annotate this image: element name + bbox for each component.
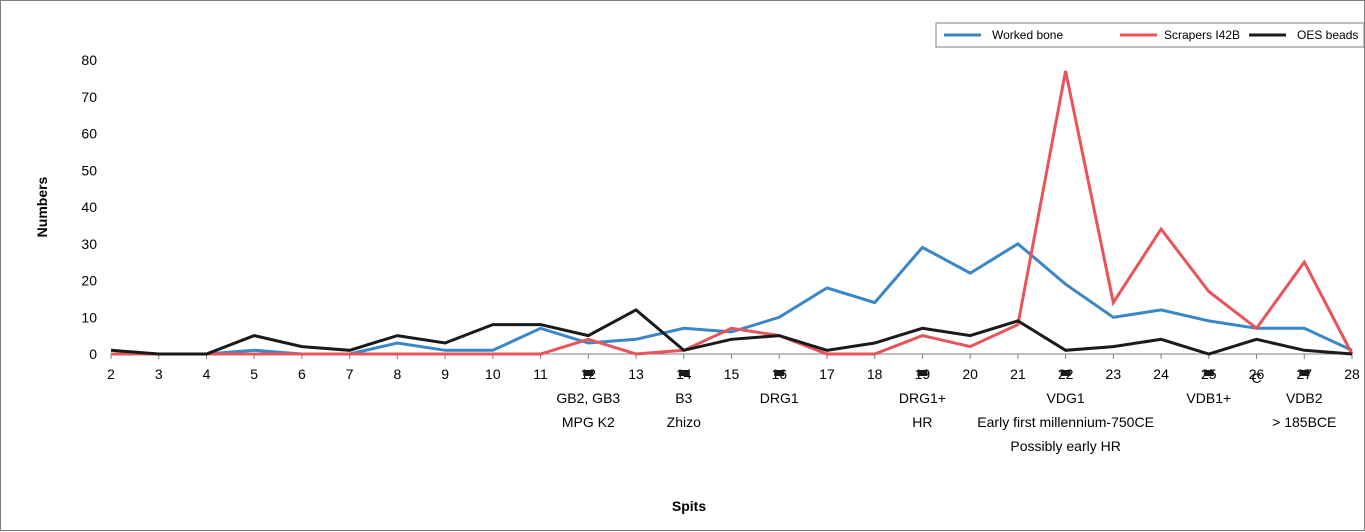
x-tick-label: 4 [203, 366, 211, 382]
x-tick-label: 21 [1010, 366, 1026, 382]
spit-marker [774, 370, 785, 376]
x-tick-label: 15 [724, 366, 740, 382]
x-tick-label: 18 [867, 366, 883, 382]
x-tick-label: 6 [298, 366, 306, 382]
x-tick-label: 28 [1344, 366, 1360, 382]
x-tick-label: 9 [441, 366, 449, 382]
legend-label: OES beads [1297, 28, 1358, 42]
x-tick-label: 8 [393, 366, 401, 382]
x-tick-label: 23 [1106, 366, 1122, 382]
spit-marker [1060, 370, 1071, 376]
annotations: GB2, GB3 MPG K2 B3 Zhizo DRG1 DRG1+ HR VDG1 Earl… [556, 370, 1336, 454]
marker-label: Possibly early HR [1010, 438, 1120, 454]
marker-label: C [1251, 370, 1261, 386]
x-tick-label: 7 [346, 366, 354, 382]
marker-label: DRG1 [760, 390, 799, 406]
x-tick-label: 26 [1249, 366, 1265, 382]
legend: Worked bone Scrapers I42B OES beads [935, 22, 1365, 48]
y-tick-label: 60 [81, 126, 97, 142]
x-tick-label: 20 [962, 366, 978, 382]
y-tick-label: 70 [81, 89, 97, 105]
x-tick-label: 11 [533, 366, 548, 382]
x-axis-title: Spits [672, 498, 706, 514]
series-line-scrapers-i42b [111, 70, 1354, 356]
marker-label: B3 [675, 390, 692, 406]
series-lines [110, 70, 1354, 356]
x-tick-label: 5 [250, 366, 258, 382]
x-tick-label: 10 [485, 366, 501, 382]
y-tick-label: 80 [81, 52, 97, 68]
marker-label: > 185BCE [1272, 414, 1336, 430]
marker-label: VDG1 [1047, 390, 1085, 406]
series-line-oes-beads [110, 308, 1353, 356]
x-tick-label: 13 [628, 366, 644, 382]
spit-marker [1299, 370, 1310, 376]
marker-label: DRG1+ [899, 390, 946, 406]
marker-label: VDB2 [1286, 390, 1323, 406]
marker-label: Early first millennium-750CE [977, 414, 1154, 430]
marker-label: HR [912, 414, 932, 430]
y-tick-label: 50 [81, 162, 97, 178]
spit-marker [678, 370, 689, 376]
x-tick-label: 24 [1153, 366, 1169, 382]
y-axis-title: Numbers [34, 176, 50, 237]
marker-label: MPG K2 [562, 414, 615, 430]
legend-label: Scrapers I42B [1164, 28, 1240, 42]
marker-label: Zhizo [667, 414, 701, 430]
x-tick-label: 2 [107, 366, 115, 382]
series-line-worked-bone [111, 241, 1353, 356]
y-tick-label: 30 [81, 236, 97, 252]
x-tick-label: 3 [155, 366, 163, 382]
spit-marker [1203, 370, 1214, 376]
y-tick-label: 20 [81, 273, 97, 289]
y-tick-label: 40 [81, 199, 97, 215]
legend-label: Worked bone [992, 28, 1063, 42]
y-tick-label: 10 [81, 309, 97, 325]
spit-marker [583, 370, 594, 376]
marker-label: GB2, GB3 [556, 390, 620, 406]
x-tick-label: 17 [819, 366, 835, 382]
spit-marker [917, 370, 928, 376]
y-tick-label: 0 [89, 346, 97, 362]
marker-label: VDB1+ [1186, 390, 1231, 406]
